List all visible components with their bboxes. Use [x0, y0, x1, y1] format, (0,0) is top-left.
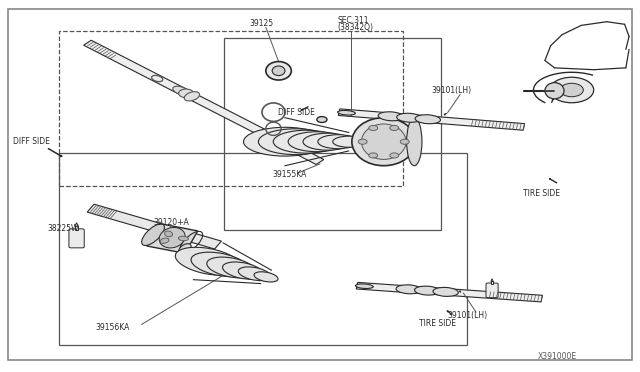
Text: 39125: 39125 — [250, 19, 274, 28]
Ellipse shape — [191, 252, 248, 277]
Ellipse shape — [173, 86, 188, 95]
Bar — [225, 38, 441, 230]
Text: 38225W: 38225W — [48, 224, 79, 233]
Text: 39101(LH): 39101(LH) — [447, 311, 488, 320]
Ellipse shape — [184, 92, 200, 101]
Ellipse shape — [545, 83, 564, 99]
Circle shape — [358, 139, 367, 144]
Ellipse shape — [259, 129, 333, 155]
Ellipse shape — [141, 224, 164, 246]
Ellipse shape — [362, 124, 406, 160]
Ellipse shape — [159, 227, 185, 248]
Ellipse shape — [406, 118, 422, 166]
Ellipse shape — [254, 272, 278, 282]
Ellipse shape — [303, 133, 352, 150]
Ellipse shape — [355, 284, 373, 289]
Circle shape — [369, 153, 378, 158]
Text: DIFF SIDE: DIFF SIDE — [13, 137, 50, 146]
Ellipse shape — [179, 89, 194, 98]
Ellipse shape — [179, 244, 191, 254]
Ellipse shape — [333, 136, 365, 147]
Ellipse shape — [273, 130, 339, 153]
Text: X391000E: X391000E — [538, 352, 577, 361]
Ellipse shape — [238, 267, 271, 280]
Circle shape — [400, 139, 409, 144]
Ellipse shape — [415, 115, 440, 124]
Ellipse shape — [396, 285, 421, 294]
Circle shape — [550, 77, 594, 103]
Bar — [59, 153, 467, 345]
Polygon shape — [75, 223, 78, 226]
Text: DIFF SIDE: DIFF SIDE — [278, 108, 315, 117]
Text: TIRE SIDE: TIRE SIDE — [523, 189, 559, 198]
Text: (38342Q): (38342Q) — [338, 23, 374, 32]
Circle shape — [390, 125, 399, 131]
Text: 39101(LH): 39101(LH) — [431, 86, 472, 95]
Text: SEC.311: SEC.311 — [338, 16, 369, 25]
Polygon shape — [147, 224, 198, 253]
FancyBboxPatch shape — [69, 229, 84, 248]
Ellipse shape — [352, 118, 415, 166]
Polygon shape — [87, 204, 221, 249]
Ellipse shape — [175, 247, 241, 275]
Polygon shape — [84, 40, 324, 164]
Ellipse shape — [223, 262, 263, 279]
Polygon shape — [491, 279, 493, 282]
Ellipse shape — [338, 110, 355, 115]
Circle shape — [317, 116, 327, 122]
Text: 39155KA: 39155KA — [272, 170, 307, 179]
Ellipse shape — [164, 231, 173, 237]
Polygon shape — [339, 109, 525, 130]
Ellipse shape — [415, 286, 440, 295]
FancyBboxPatch shape — [486, 283, 498, 298]
Ellipse shape — [179, 236, 188, 241]
Bar — [491, 282, 493, 284]
Ellipse shape — [272, 66, 285, 76]
Ellipse shape — [318, 135, 358, 149]
Ellipse shape — [244, 127, 326, 156]
Circle shape — [369, 125, 378, 131]
Circle shape — [560, 83, 583, 97]
Polygon shape — [356, 282, 543, 302]
Text: 39156KA: 39156KA — [96, 323, 130, 331]
Ellipse shape — [433, 288, 458, 296]
Ellipse shape — [160, 238, 169, 243]
Ellipse shape — [397, 113, 422, 122]
Bar — [75, 226, 78, 230]
Text: TIRE SIDE: TIRE SIDE — [419, 319, 456, 328]
Bar — [59, 31, 403, 186]
Ellipse shape — [288, 132, 346, 152]
Ellipse shape — [378, 112, 404, 121]
Ellipse shape — [266, 62, 291, 80]
Circle shape — [390, 153, 399, 158]
Text: 39120+A: 39120+A — [153, 218, 189, 227]
Ellipse shape — [207, 257, 256, 278]
